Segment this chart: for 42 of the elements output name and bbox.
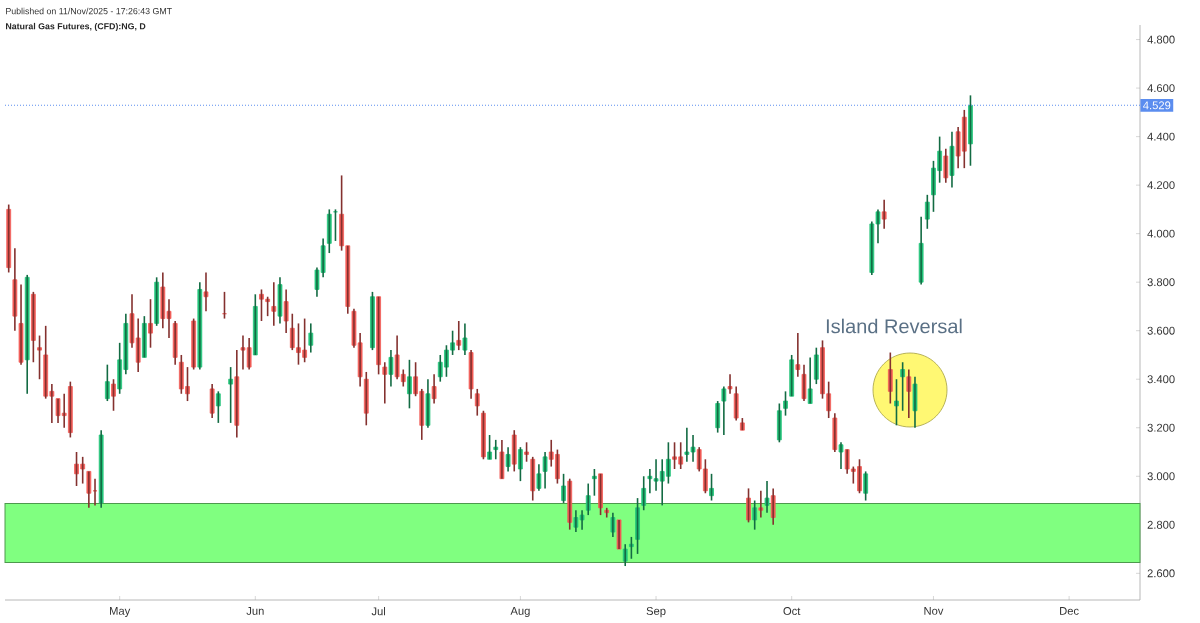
annotation: Island Reversal: [826, 318, 962, 334]
y-tick-label: 3.800: [1147, 278, 1175, 287]
candlestick: [746, 487, 751, 524]
candlestick: [148, 298, 153, 349]
y-tick-label: 2.600: [1147, 569, 1175, 578]
ref-line-label: 4.529: [1143, 101, 1171, 110]
x-tick-label: Sep: [646, 607, 666, 618]
y-tick-label: 4.200: [1147, 181, 1175, 190]
text: Published on 11/Nov/2025 - 17:26:43 GMT: [6, 7, 172, 15]
x-tick-label: Nov: [924, 607, 944, 615]
candlestick: [203, 271, 209, 313]
x-tick-label: Jun: [246, 607, 264, 615]
y-tick-label: 3.000: [1147, 472, 1175, 481]
x-tick-label: Oct: [783, 607, 801, 615]
candlestick: [727, 373, 733, 395]
candlestick: [924, 194, 930, 230]
candlestick: [37, 334, 42, 381]
candlestick: [462, 322, 468, 356]
y-tick-label: 3.200: [1147, 423, 1175, 432]
y-tick-label: 4.600: [1147, 84, 1175, 93]
candlestick: [215, 390, 221, 424]
y-tick-label: 4.400: [1147, 132, 1175, 141]
y-tick-label: 4.800: [1147, 35, 1175, 44]
candlestick: [616, 519, 622, 550]
candlestick: [783, 390, 788, 417]
x-tick-label: Jul: [371, 607, 386, 616]
candlestick: [487, 434, 492, 461]
candlestick: [764, 480, 770, 514]
y-tick-label: 2.800: [1147, 520, 1175, 529]
x-tick-label: Aug: [510, 607, 530, 618]
candlestick: [752, 499, 758, 531]
y-tick-label: 4.000: [1147, 229, 1175, 238]
x-tick-label: May: [110, 607, 131, 618]
candlestick: [524, 441, 529, 463]
candlestick: [894, 378, 899, 427]
candlestick: [111, 378, 116, 412]
chart-title: Natural Gas Futures, (CFD):NG, D: [6, 22, 146, 32]
candlestick: [838, 441, 844, 470]
x-tick-label: Dec: [1060, 607, 1079, 615]
candlestick: [228, 366, 234, 424]
y-tick-label: 3.600: [1147, 326, 1175, 335]
y-tick-label: 3.400: [1147, 375, 1175, 384]
